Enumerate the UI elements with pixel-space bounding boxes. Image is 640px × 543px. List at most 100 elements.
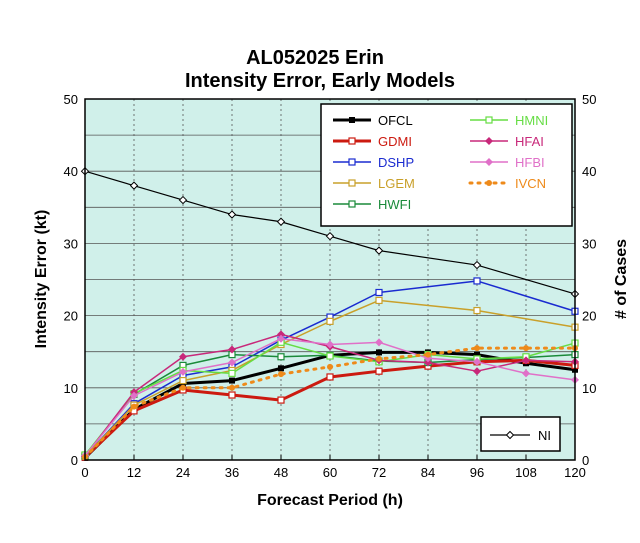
legend-label-gdmi: GDMI <box>378 134 412 149</box>
point-gdmi-36 <box>228 391 236 399</box>
y-axis-ticks: 0 10 20 30 40 50 <box>64 92 78 468</box>
x-tick-label-120: 120 <box>564 465 586 480</box>
point-ni-60 <box>325 231 335 241</box>
legend-marker-ofcl <box>349 117 355 123</box>
point-ni-24 <box>178 195 188 205</box>
point-ivcn-60 <box>327 363 333 370</box>
x-axis-ticks: 0 12 24 36 48 60 72 84 96 108 120 <box>81 455 586 480</box>
x-axis-label: Forecast Period (h) <box>257 492 403 509</box>
point-ni-36 <box>227 210 237 219</box>
point-ni-48 <box>276 217 286 226</box>
point-hmni-60 <box>326 352 334 360</box>
legend-label-ofcl: OFCL <box>378 113 413 128</box>
point-lgem-60 <box>326 317 334 325</box>
y-axis-label: Intensity Error (kt) <box>33 210 50 349</box>
legend-item-ofcl: OFCL <box>333 113 413 128</box>
point-lgem-24 <box>179 376 187 385</box>
y-tick-label-30: 30 <box>64 236 78 251</box>
y-tick-label-0: 0 <box>71 453 78 468</box>
chart-subtitle: Intensity Error, Early Models <box>185 70 455 92</box>
x-tick-label-24: 24 <box>176 465 190 480</box>
point-hfbi-36 <box>228 358 236 367</box>
point-hfbi-48 <box>277 334 285 343</box>
legend-item-hmni: HMNI <box>470 113 548 128</box>
legend-item-gdmi: GDMI <box>333 134 412 149</box>
legend-label-dshp: DSHP <box>378 155 414 170</box>
point-hfbi-24 <box>179 367 187 376</box>
point-dshp-96 <box>473 277 481 285</box>
y2-axis-label: # of Cases <box>613 239 630 319</box>
legend-item-ni: NI <box>490 428 551 443</box>
point-ni-72 <box>374 246 384 255</box>
series-hfbi <box>81 334 579 460</box>
point-ivcn-36 <box>229 384 235 391</box>
y-tick-label-10: 10 <box>64 381 78 396</box>
point-hfai-48 <box>277 330 285 339</box>
point-ofcl-72 <box>376 349 382 356</box>
legend-item-dshp: DSHP <box>333 155 414 170</box>
legend-label-hwfi: HWFI <box>378 197 411 212</box>
series-ni <box>80 166 580 299</box>
series-ivcn <box>82 345 578 461</box>
legend-item-hfbi: HFBI <box>470 155 545 170</box>
point-ni-96 <box>472 260 482 270</box>
legend: OFCL GDMI DSHP LGEM HWFI HMNI HFAI HFBI IVCN <box>320 103 573 227</box>
point-gdmi-48 <box>277 396 285 404</box>
point-hfbi-96 <box>473 357 481 366</box>
x-tick-label-108: 108 <box>515 465 537 480</box>
point-gdmi-60 <box>326 373 334 381</box>
point-ofcl-96 <box>474 351 480 358</box>
legend-marker-ivcn <box>486 180 492 186</box>
point-ivcn-24 <box>180 384 186 391</box>
legend-label-ni: NI <box>538 428 551 443</box>
point-ofcl-36 <box>229 377 235 384</box>
legend-marker-dshp <box>348 158 356 166</box>
legend-label-hmni: HMNI <box>515 113 548 128</box>
legend-label-lgem: LGEM <box>378 176 415 191</box>
series-layer <box>80 166 580 461</box>
y2-tick-label-40: 40 <box>582 164 596 179</box>
point-hfai-84 <box>424 358 432 367</box>
point-hfbi-108 <box>522 369 530 378</box>
point-lgem-72 <box>375 296 383 305</box>
legend-marker-hwfi <box>348 200 356 208</box>
legend-label-ivcn: IVCN <box>515 176 546 191</box>
point-ivcn-108 <box>523 345 529 352</box>
point-ivcn-12 <box>131 403 137 410</box>
point-hfai-108 <box>522 356 530 365</box>
legend-label-hfai: HFAI <box>515 134 544 149</box>
x-tick-label-36: 36 <box>225 465 239 480</box>
point-hfai-24 <box>179 352 187 361</box>
x-tick-label-48: 48 <box>274 465 288 480</box>
point-ivcn-96 <box>474 345 480 352</box>
chart-title: AL052025 Erin <box>246 47 384 69</box>
legend-marker-hfai <box>485 137 493 145</box>
legend-item-ivcn: IVCN <box>468 176 546 191</box>
cases-legend: NI <box>480 416 561 452</box>
x-tick-label-0: 0 <box>81 465 88 480</box>
cases-legend-box <box>480 416 561 452</box>
y2-tick-label-30: 30 <box>582 236 596 251</box>
legend-marker-ni <box>505 430 515 440</box>
plot-frame <box>84 98 576 461</box>
y2-tick-label-0: 0 <box>582 453 589 468</box>
point-hfai-96 <box>473 367 481 376</box>
x-tick-label-12: 12 <box>127 465 141 480</box>
point-hfai-36 <box>228 345 236 354</box>
y2-tick-label-50: 50 <box>582 92 596 107</box>
legend-item-hfai: HFAI <box>470 134 544 149</box>
point-ni-12 <box>129 181 139 190</box>
legend-marker-gdmi <box>348 137 356 145</box>
legend-marker-hfbi <box>485 158 493 166</box>
x-tick-label-84: 84 <box>421 465 435 480</box>
point-hfbi-12 <box>130 391 138 400</box>
y-tick-label-20: 20 <box>64 309 78 324</box>
x-tick-label-96: 96 <box>470 465 484 480</box>
legend-item-hwfi: HWFI <box>333 197 411 212</box>
x-tick-label-60: 60 <box>323 465 337 480</box>
point-hmni-36 <box>228 369 236 377</box>
point-hfbi-60 <box>326 340 334 349</box>
point-lgem-96 <box>473 306 481 315</box>
x-tick-label-72: 72 <box>372 465 386 480</box>
